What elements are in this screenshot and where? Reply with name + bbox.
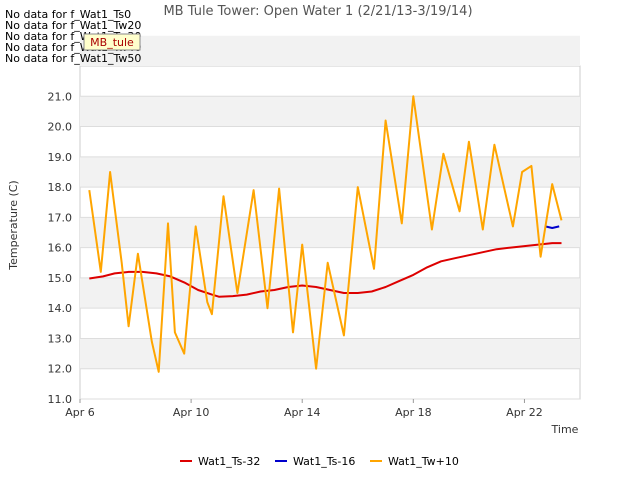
legend-label: Wat1_Tw+10: [388, 455, 459, 468]
background-band: [80, 277, 580, 309]
y-tick-label: 15.0: [48, 272, 73, 285]
x-tick-label: Apr 22: [506, 406, 543, 419]
x-tick-label: Apr 14: [284, 406, 321, 419]
background-band: [80, 35, 580, 66]
series-line-wat1-ts-32: [89, 242, 562, 298]
series-line-wat1-ts-16: [545, 225, 560, 229]
y-tick-label: 18.0: [48, 181, 73, 194]
background-band: [80, 217, 580, 248]
legend: Wat1_Ts-32 Wat1_Ts-16 Wat1_Tw+10: [180, 455, 459, 468]
tag-box: MB_tule: [83, 33, 141, 51]
no-data-message: No data for f_Wat1_Tw50: [5, 52, 141, 65]
legend-label: Wat1_Ts-16: [293, 455, 355, 468]
no-data-message: No data for f_Wat1_Ts0: [5, 8, 131, 21]
y-tick-label: 19.0: [48, 151, 73, 164]
no-data-message: No data for f_Wat1_Tw20: [5, 19, 141, 32]
y-tick-label: 17.0: [48, 211, 73, 224]
background-band: [80, 338, 580, 369]
y-tick-label: 16.0: [48, 242, 73, 255]
x-axis-label: Time: [551, 423, 579, 436]
y-tick-label: 11.0: [48, 393, 73, 406]
x-axis: Apr 6 Apr 10 Apr 14 Apr 18 Apr 22: [65, 399, 543, 419]
grid: [80, 95, 580, 400]
y-tick-label: 14.0: [48, 302, 73, 315]
series-line-wat1-tw-10: [88, 95, 563, 373]
background-band: [80, 96, 580, 127]
chart-title: MB Tule Tower: Open Water 1 (2/21/13-3/1…: [163, 4, 472, 19]
plot-background: [79, 35, 581, 400]
y-tick-label: 13.0: [48, 332, 73, 345]
y-tick-label: 20.0: [48, 121, 73, 134]
y-tick-label: 21.0: [48, 90, 73, 103]
tag-box-background: [83, 33, 141, 51]
x-tick-label: Apr 6: [65, 406, 95, 419]
y-axis: 11.0 12.0 13.0 14.0 15.0 16.0 17.0 18.0 19.0 20.0…: [48, 90, 73, 406]
y-axis-label: Temperature (C): [7, 180, 20, 270]
x-tick-label: Apr 10: [173, 406, 210, 419]
legend-label: Wat1_Ts-32: [198, 455, 260, 468]
tag-label: MB_tule: [90, 36, 134, 49]
y-tick-label: 12.0: [48, 363, 73, 376]
series-layer: [88, 95, 563, 373]
x-tick-label: Apr 18: [395, 406, 432, 419]
background-band: [80, 156, 580, 188]
